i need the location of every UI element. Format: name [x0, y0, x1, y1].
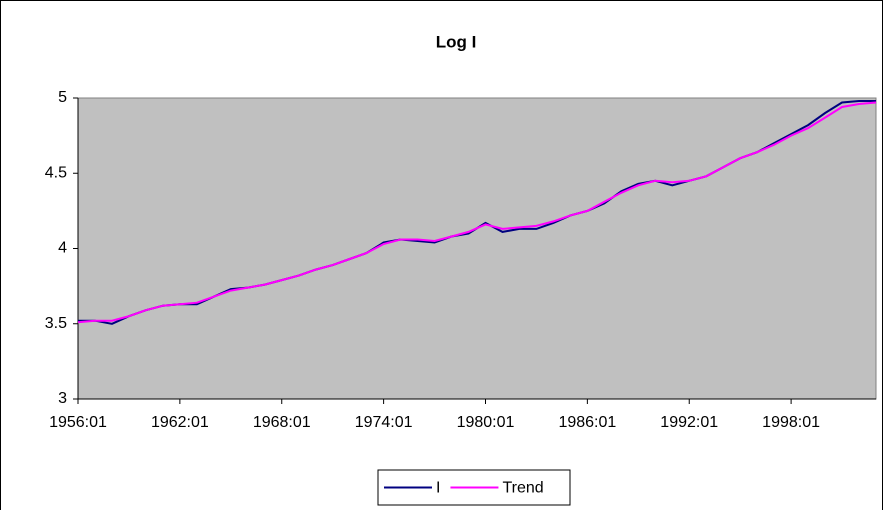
series-line	[77, 101, 877, 324]
chart-title: Log I	[436, 32, 477, 51]
x-tick-label: 1962:01	[151, 414, 209, 431]
x-tick-label: 1968:01	[253, 414, 311, 431]
x-tick-label: 1998:01	[762, 414, 820, 431]
x-tick-label: 1992:01	[660, 414, 718, 431]
y-tick-label: 3.5	[45, 315, 67, 332]
x-tick-label: 1956:01	[49, 414, 107, 431]
y-tick-label: 5	[58, 89, 67, 106]
legend-label: I	[436, 480, 440, 497]
y-tick-label: 4.5	[45, 164, 67, 181]
x-tick-label: 1974:01	[355, 414, 413, 431]
plot-area	[77, 97, 877, 400]
x-tick-label: 1980:01	[457, 414, 515, 431]
legend-label: Trend	[502, 480, 543, 497]
y-tick-label: 3	[58, 390, 67, 407]
x-tick-label: 1986:01	[558, 414, 616, 431]
y-tick-label: 4	[58, 240, 67, 257]
